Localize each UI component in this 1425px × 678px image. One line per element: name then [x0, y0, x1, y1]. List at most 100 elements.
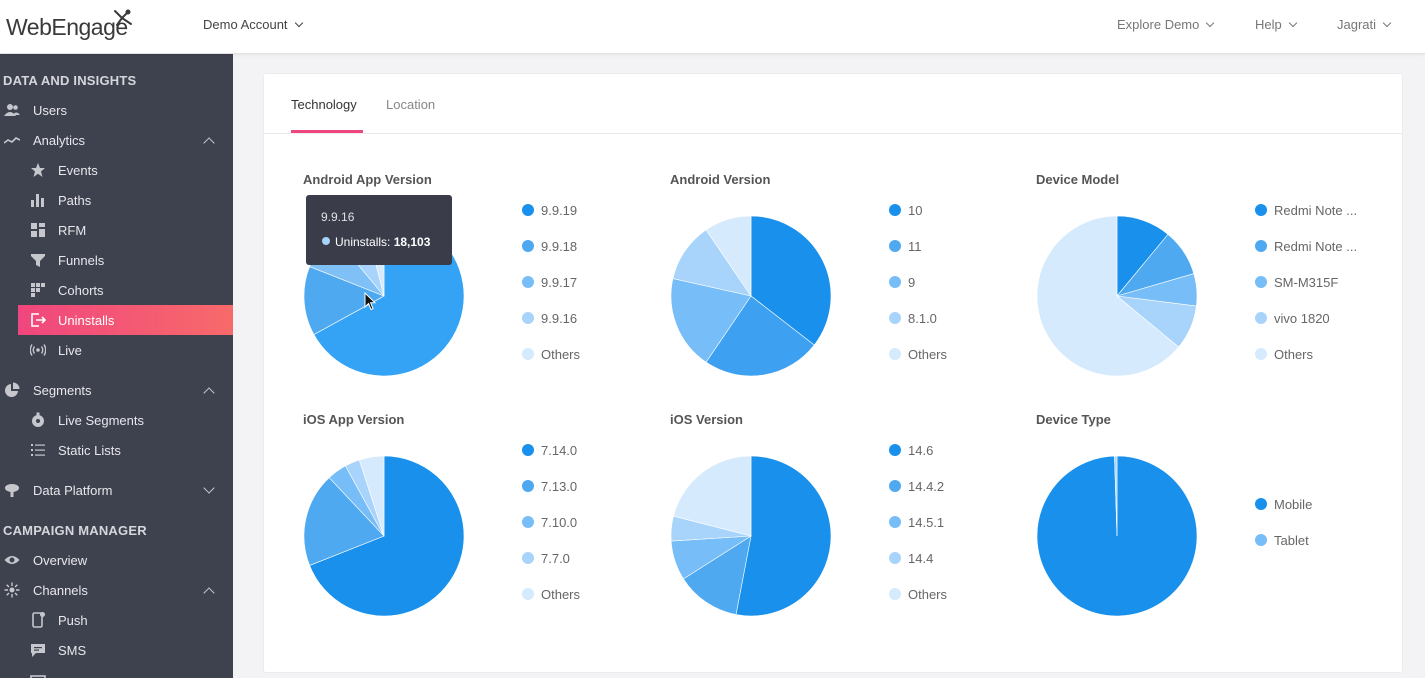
sidebar-item-overview[interactable]: Overview — [0, 545, 233, 575]
user-menu[interactable]: Jagrati — [1337, 17, 1392, 32]
sidebar-item-funnels[interactable]: Funnels — [0, 245, 233, 275]
legend-label: Mobile — [1274, 497, 1313, 512]
legend-label: Others — [541, 587, 581, 602]
explore-demo-menu[interactable]: Explore Demo — [1117, 17, 1215, 32]
pie-slice-5[interactable] — [1036, 215, 1180, 377]
pie-slice-2[interactable] — [303, 266, 385, 335]
sidebar-item-static-lists[interactable]: Static Lists — [0, 435, 233, 465]
exit-icon — [31, 313, 46, 327]
sidebar-item-partial[interactable] — [0, 665, 233, 678]
pie-slice-2[interactable] — [683, 535, 752, 615]
account-name: Demo Account — [203, 17, 288, 32]
android-app-version-title: Android App Version — [303, 172, 432, 187]
chevron-down-icon — [1382, 18, 1392, 28]
sidebar-item-rfm[interactable]: RFM — [0, 215, 233, 245]
pie-slice-2[interactable] — [1114, 455, 1118, 537]
active-tab-indicator — [291, 130, 363, 133]
sidebar-item-label: Analytics — [33, 133, 86, 148]
chevron-down-icon — [294, 18, 303, 28]
help-menu[interactable]: Help — [1255, 17, 1297, 32]
legend-dot — [1255, 240, 1267, 252]
sidebar-item-data-platform[interactable]: Data Platform — [0, 475, 233, 505]
legend-label: 11 — [908, 239, 922, 254]
pie-slice-3[interactable] — [670, 278, 752, 363]
legend-dot — [522, 276, 534, 288]
sidebar-item-uninstalls[interactable]: Uninstalls — [18, 305, 233, 335]
sidebar-item-cohorts[interactable]: Cohorts — [0, 275, 233, 305]
legend-dot — [522, 516, 534, 528]
legend-dot — [889, 516, 901, 528]
device-model-pie-chart[interactable] — [1035, 214, 1199, 378]
sidebar-item-segments[interactable]: Segments — [0, 375, 233, 405]
tooltip-line: Uninstalls: 18,103 — [335, 235, 430, 249]
eye-icon — [4, 556, 20, 564]
sidebar-item-events[interactable]: Events — [0, 155, 233, 185]
tab-technology[interactable]: Technology — [291, 97, 357, 112]
tab-location[interactable]: Location — [386, 97, 436, 112]
legend-dot — [1255, 348, 1267, 360]
legend-label: 14.6 — [908, 443, 934, 458]
sidebar-item-push[interactable]: Push — [0, 605, 233, 635]
logo-bird-icon — [114, 9, 132, 26]
star-icon — [31, 163, 45, 177]
legend-dot — [889, 552, 901, 564]
legend-label: 7.7.0 — [541, 551, 570, 566]
sidebar-item-sms[interactable]: SMS — [0, 635, 233, 665]
tooltip-series-dot — [322, 237, 330, 245]
sidebar-item-analytics[interactable]: Analytics — [0, 125, 233, 155]
android-version-pie-chart[interactable] — [669, 214, 833, 378]
webengage-logo[interactable]: WebEngage — [6, 8, 132, 40]
chevron-up-icon[interactable] — [203, 387, 215, 399]
pie-slice-1[interactable] — [309, 455, 465, 617]
pie-slice-5[interactable] — [673, 455, 752, 537]
chevron-down-icon[interactable] — [203, 482, 215, 494]
dots-grid-icon — [31, 283, 45, 297]
legend-label: 10 — [908, 203, 923, 218]
sidebar-item-users[interactable]: Users — [0, 95, 233, 125]
list-icon — [31, 444, 45, 456]
channels-icon — [4, 582, 20, 598]
legend-label: 7.14.0 — [541, 443, 578, 458]
chevron-up-icon[interactable] — [203, 587, 215, 599]
legend-dot — [522, 312, 534, 324]
legend-dot — [889, 312, 901, 324]
legend-label: 14.5.1 — [908, 515, 945, 530]
funnel-icon — [31, 254, 45, 267]
analytics-icon — [4, 137, 20, 144]
pie-slice-5[interactable] — [358, 455, 385, 537]
help-label: Help — [1255, 17, 1282, 32]
legend-dot — [522, 204, 534, 216]
tooltip-label: Uninstalls: — [335, 235, 391, 249]
legend-label: 9.9.17 — [541, 275, 578, 290]
chevron-down-icon — [1288, 18, 1297, 28]
legend-dot — [889, 480, 901, 492]
tooltip-title: 9.9.16 — [321, 210, 355, 224]
tab-bar: Technology Location — [264, 74, 1402, 134]
legend-label: 9.9.16 — [541, 311, 578, 326]
device-type-pie-chart[interactable] — [1035, 454, 1199, 618]
user-name: Jagrati — [1337, 17, 1377, 32]
ios-app-version-pie-chart[interactable] — [302, 454, 466, 618]
sidebar-item-label: SMS — [58, 643, 87, 658]
pie-slice-4[interactable] — [672, 229, 752, 297]
ios-version-pie-chart[interactable] — [669, 454, 833, 618]
legend-dot — [889, 588, 901, 600]
legend-dot — [889, 204, 901, 216]
legend-dot — [1255, 312, 1267, 324]
pie-slice-2[interactable] — [705, 295, 815, 377]
sidebar-item-live[interactable]: Live — [0, 335, 233, 365]
pie-slice-1[interactable] — [735, 455, 832, 617]
sidebar-item-paths[interactable]: Paths — [0, 185, 233, 215]
legend-label: Tablet — [1274, 533, 1309, 548]
pie-slice-2[interactable] — [303, 477, 385, 566]
pie-slice-1[interactable] — [750, 215, 832, 346]
account-switcher[interactable]: Demo Account — [203, 17, 303, 32]
sidebar-item-live-segments[interactable]: Live Segments — [0, 405, 233, 435]
sidebar-item-label: Channels — [33, 583, 88, 598]
device-model-title: Device Model — [1036, 172, 1120, 187]
broadcast-icon — [30, 344, 46, 356]
sidebar-item-channels[interactable]: Channels — [0, 575, 233, 605]
legend-label: Others — [908, 347, 948, 362]
pie-slice-5[interactable] — [705, 215, 752, 297]
chevron-up-icon[interactable] — [203, 137, 215, 149]
